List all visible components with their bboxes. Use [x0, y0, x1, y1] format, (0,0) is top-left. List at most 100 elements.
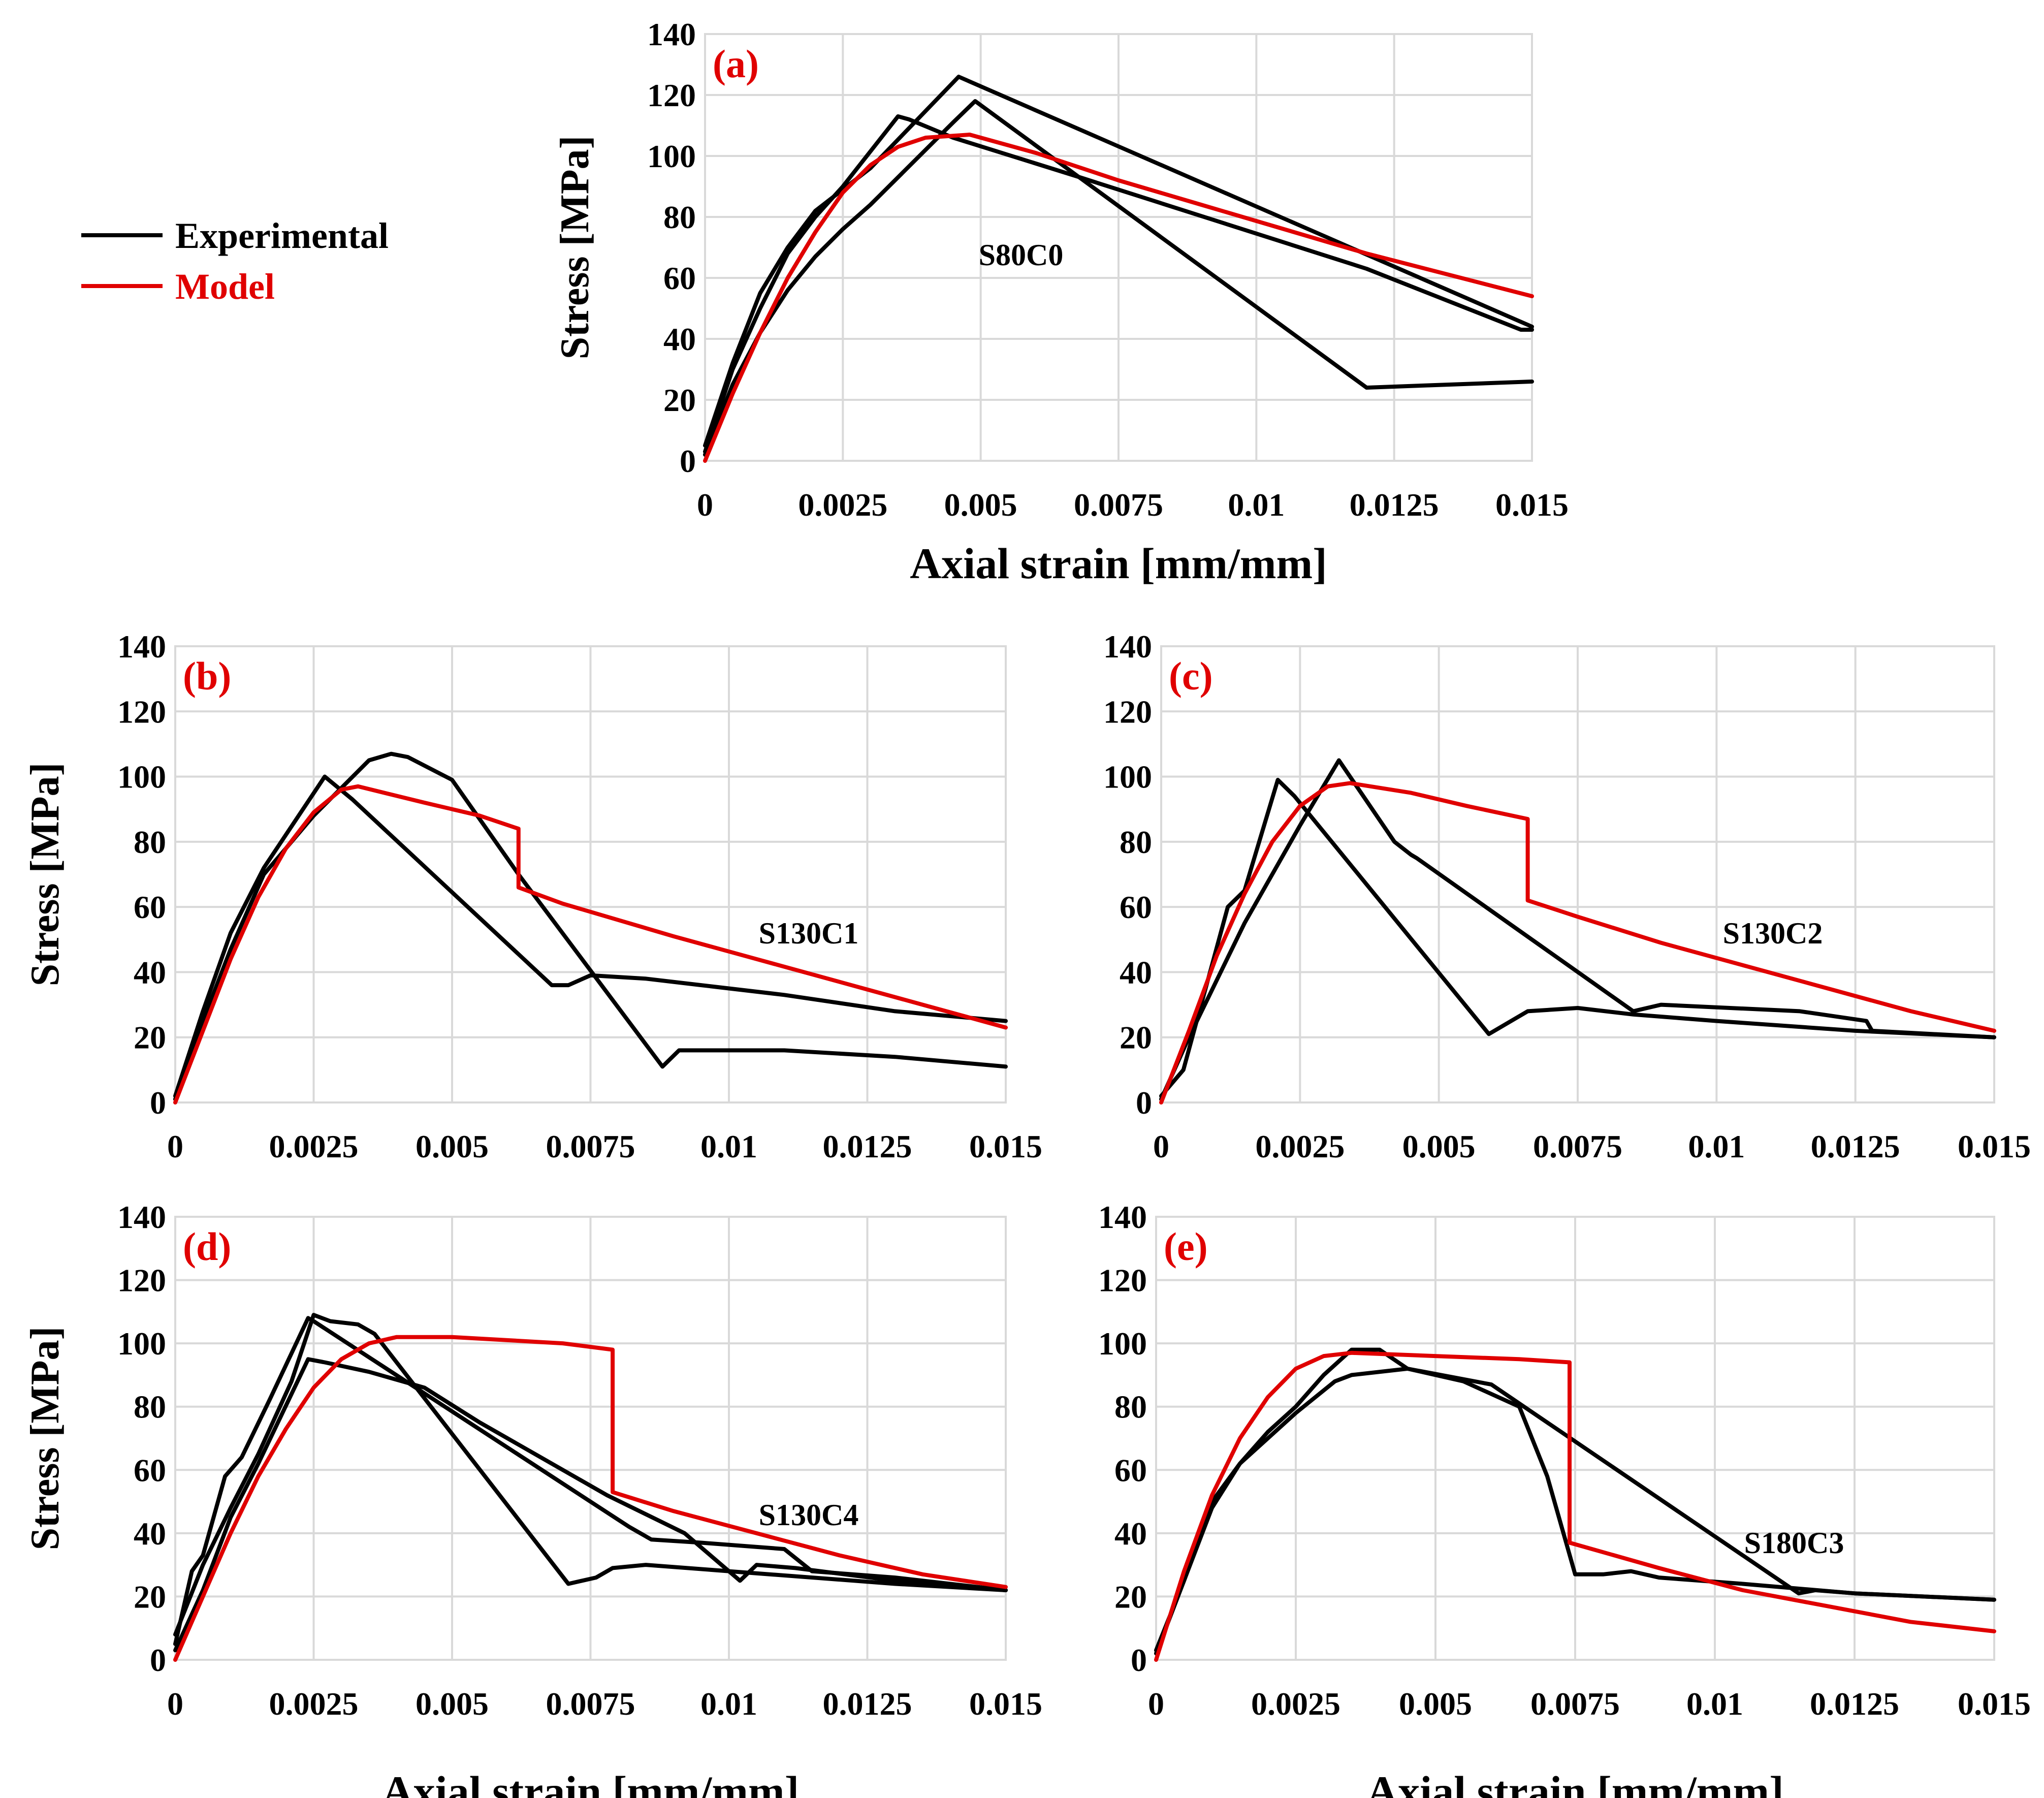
- x-tick-label: 0.0025: [269, 1686, 359, 1722]
- y-tick-label: 100: [647, 138, 696, 174]
- y-tick-label: 140: [1098, 1199, 1147, 1235]
- y-tick-label: 120: [1098, 1263, 1147, 1299]
- x-axis-title: Axial strain [mm/mm]: [382, 1767, 800, 1798]
- y-tick-label: 120: [647, 77, 696, 113]
- x-tick-label: 0.005: [1399, 1686, 1472, 1722]
- x-tick-label: 0.0125: [823, 1128, 912, 1164]
- model-curve-2: [1154, 1350, 1996, 1662]
- y-tick-label: 140: [1103, 628, 1152, 665]
- y-axis-title: Stress [MPa]: [553, 136, 597, 360]
- plot-frame: [174, 1216, 1007, 1661]
- panel-label: (c): [1169, 654, 1213, 698]
- y-tick-label: 80: [1114, 1389, 1147, 1425]
- experimental-curve-1: [173, 751, 1008, 1101]
- x-axis-title: Axial strain [mm/mm]: [1366, 1767, 1784, 1798]
- x-tick-label: 0.0025: [1251, 1686, 1340, 1722]
- y-tick-label: 60: [134, 1452, 166, 1488]
- x-axis-title: Axial strain [mm/mm]: [910, 539, 1327, 588]
- y-tick-label: 20: [134, 1020, 166, 1056]
- experimental-curve-1: [1159, 758, 1996, 1101]
- specimen-label: S130C4: [759, 1498, 859, 1532]
- y-tick-label: 140: [117, 1199, 166, 1235]
- chart-panel-3: 0 20 40 60 80 100 120 140 0 0.0025 0.005 0.0075 0.01…: [23, 1199, 1042, 1798]
- chart-panel-0: 0 20 40 60 80 100 120 140 0 0.0025 0.005 0.0075 0.01…: [553, 16, 1569, 588]
- x-tick-label: 0.0125: [823, 1686, 912, 1722]
- legend-label-model: Model: [175, 266, 275, 307]
- model-curve-3: [703, 133, 1534, 463]
- x-tick-label: 0.0075: [1533, 1128, 1622, 1164]
- y-tick-label: 0: [150, 1642, 166, 1678]
- y-axis-title: Stress [MPa]: [23, 1327, 68, 1551]
- y-tick-label: 140: [647, 16, 696, 52]
- y-tick-label: 40: [134, 954, 166, 990]
- y-tick-label: 40: [1114, 1516, 1147, 1552]
- x-tick-label: 0.0075: [1530, 1686, 1620, 1722]
- chart-panel-4: 0 20 40 60 80 100 120 140 0 0.0025 0.005 0.0075 0.01…: [1098, 1199, 2031, 1798]
- model-curve-3: [173, 1335, 1008, 1662]
- y-tick-label: 120: [117, 693, 166, 730]
- x-tick-label: 0.005: [416, 1128, 489, 1164]
- experimental-curve-0: [703, 114, 1534, 454]
- experimental-curve-0: [173, 774, 1008, 1098]
- x-tick-label: 0.0075: [546, 1128, 635, 1164]
- y-tick-label: 0: [680, 443, 696, 479]
- model-curve-2: [1159, 781, 1996, 1105]
- experimental-curve-2: [173, 1357, 1008, 1653]
- y-tick-label: 120: [1103, 693, 1152, 730]
- specimen-label: S180C3: [1744, 1526, 1844, 1560]
- x-tick-label: 0.0075: [546, 1686, 635, 1722]
- x-tick-label: 0.015: [1495, 487, 1569, 523]
- x-tick-label: 0.01: [700, 1128, 757, 1164]
- specimen-label: S80C0: [979, 238, 1064, 272]
- x-tick-label: 0.0125: [1811, 1128, 1900, 1164]
- legend: Experimental Model: [81, 215, 389, 307]
- y-tick-label: 80: [1120, 824, 1152, 860]
- y-tick-label: 80: [663, 199, 696, 235]
- y-tick-label: 100: [117, 759, 166, 795]
- x-tick-label: 0.015: [1958, 1128, 2031, 1164]
- y-tick-label: 0: [1131, 1642, 1147, 1678]
- y-tick-label: 80: [134, 1389, 166, 1425]
- y-tick-label: 60: [134, 889, 166, 925]
- plot-frame: [174, 645, 1007, 1103]
- x-tick-label: 0.015: [969, 1686, 1042, 1722]
- y-tick-label: 60: [663, 260, 696, 296]
- x-tick-label: 0.0025: [1255, 1128, 1345, 1164]
- y-tick-label: 20: [1114, 1579, 1147, 1615]
- y-tick-label: 40: [1120, 954, 1152, 990]
- x-tick-label: 0: [167, 1686, 183, 1722]
- x-tick-label: 0.01: [1688, 1128, 1745, 1164]
- x-tick-label: 0: [1153, 1128, 1169, 1164]
- panel-label: (e): [1164, 1224, 1208, 1269]
- plot-frame: [1160, 645, 1995, 1103]
- y-tick-label: 40: [663, 321, 696, 357]
- x-tick-label: 0.015: [1958, 1686, 2031, 1722]
- y-tick-label: 20: [1120, 1020, 1152, 1056]
- specimen-label: S130C1: [759, 917, 859, 950]
- x-tick-label: 0: [1148, 1686, 1164, 1722]
- y-tick-label: 140: [117, 628, 166, 665]
- y-tick-label: 100: [1103, 759, 1152, 795]
- x-tick-label: 0.0125: [1350, 487, 1439, 523]
- experimental-curve-1: [173, 1313, 1008, 1637]
- x-tick-label: 0.005: [944, 487, 1017, 523]
- panel-label: (d): [183, 1224, 231, 1269]
- experimental-curve-0: [1159, 778, 1996, 1098]
- x-tick-label: 0.005: [1402, 1128, 1476, 1164]
- chart-panel-1: 0 20 40 60 80 100 120 140 0 0.0025 0.005 0.0075 0.01…: [23, 628, 1042, 1164]
- y-tick-label: 40: [134, 1516, 166, 1552]
- panel-label: (b): [183, 654, 231, 698]
- legend-label-experimental: Experimental: [175, 215, 389, 256]
- experimental-curve-2: [703, 75, 1534, 448]
- x-tick-label: 0.005: [416, 1686, 489, 1722]
- x-tick-label: 0.0075: [1074, 487, 1163, 523]
- y-tick-label: 100: [1098, 1326, 1147, 1362]
- experimental-curve-1: [1154, 1367, 1996, 1656]
- y-tick-label: 0: [1136, 1085, 1152, 1121]
- y-tick-label: 60: [1114, 1452, 1147, 1488]
- model-curve-2: [173, 784, 1008, 1105]
- x-tick-label: 0.0125: [1810, 1686, 1899, 1722]
- y-tick-label: 20: [663, 382, 696, 418]
